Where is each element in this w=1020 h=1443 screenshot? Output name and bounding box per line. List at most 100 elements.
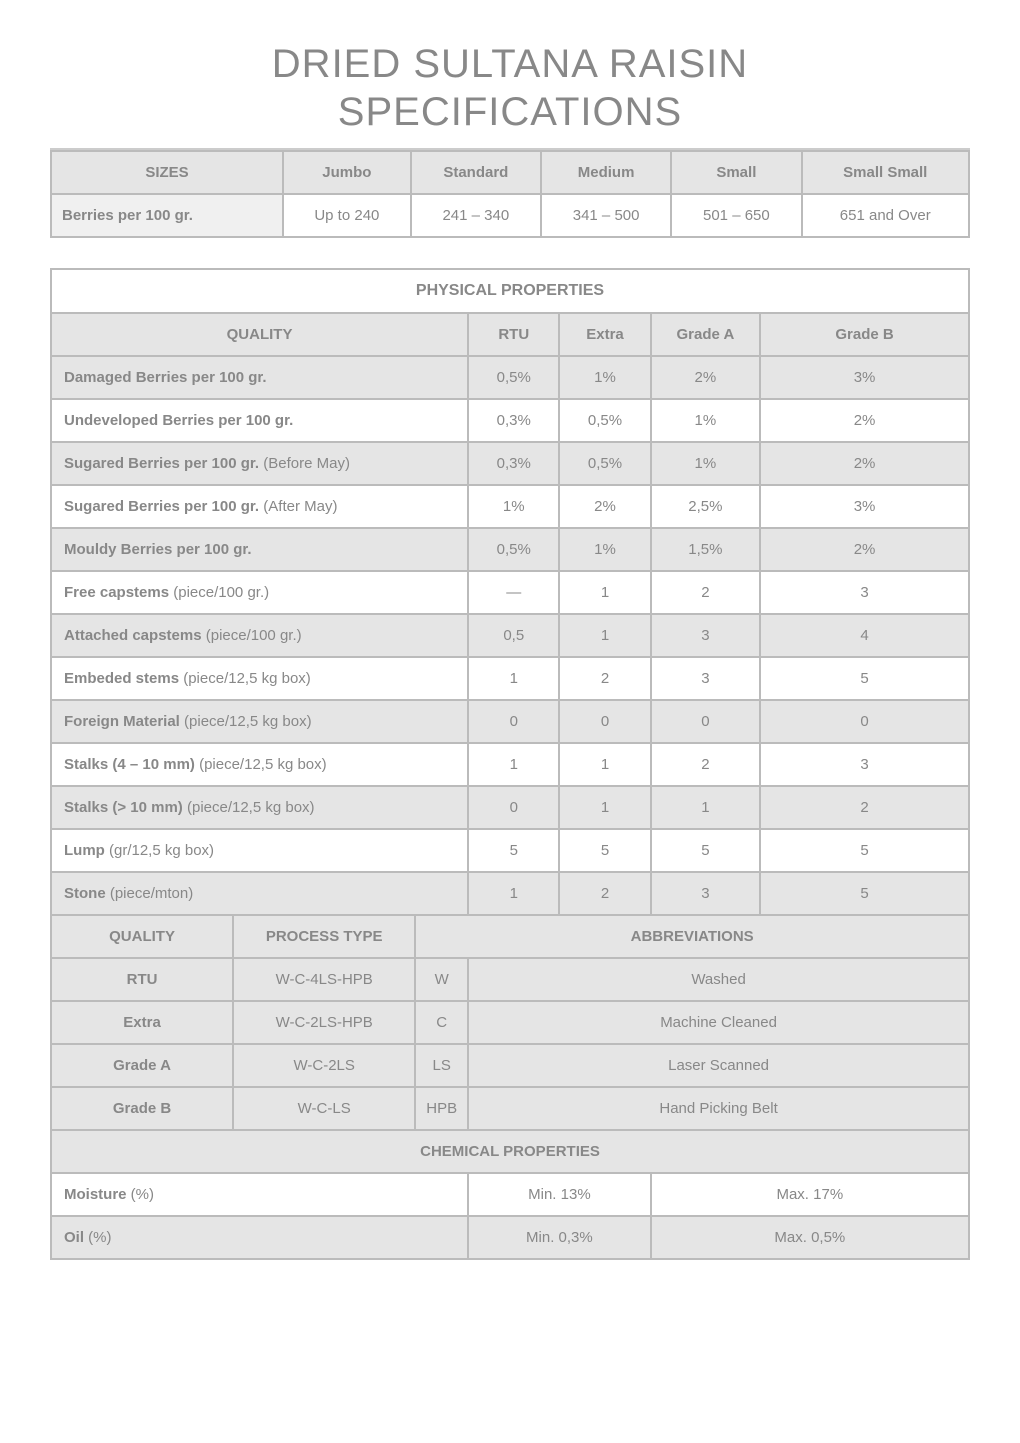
physical-cell: 2%	[760, 399, 969, 442]
chemical-header-row: CHEMICAL PROPERTIES	[51, 1130, 969, 1173]
physical-row-label: Stalks (4 – 10 mm) (piece/12,5 kg box)	[51, 743, 468, 786]
chemical-max: Max. 17%	[651, 1173, 969, 1216]
title-line1: DRIED SULTANA RAISIN	[272, 42, 748, 86]
physical-cell: 1	[559, 614, 650, 657]
physical-row-label: Sugared Berries per 100 gr. (Before May)	[51, 442, 468, 485]
physical-cell: 2	[760, 786, 969, 829]
abbrev-quality: Grade A	[51, 1044, 233, 1087]
physical-row-label: Attached capstems (piece/100 gr.)	[51, 614, 468, 657]
physical-cell: 1%	[651, 442, 760, 485]
grade-b: Grade B	[760, 313, 969, 356]
physical-row-label: Free capstems (piece/100 gr.)	[51, 571, 468, 614]
abbrev-row: ExtraW-C-2LS-HPBCMachine Cleaned	[51, 1001, 969, 1044]
quality-header: QUALITY	[51, 313, 468, 356]
chemical-row: Moisture (%)Min. 13%Max. 17%	[51, 1173, 969, 1216]
chemical-label: Oil (%)	[51, 1216, 468, 1259]
sizes-header: SIZES	[51, 151, 283, 194]
sizes-val-0: Up to 240	[283, 194, 411, 237]
physical-cell: 1	[559, 571, 650, 614]
physical-row-label: Sugared Berries per 100 gr. (After May)	[51, 485, 468, 528]
physical-row: Free capstems (piece/100 gr.)—123	[51, 571, 969, 614]
physical-cell: 0,5%	[559, 442, 650, 485]
physical-cell: 3	[651, 614, 760, 657]
grade-rtu: RTU	[468, 313, 559, 356]
physical-cell: 0	[468, 786, 559, 829]
physical-cell: 2%	[760, 528, 969, 571]
sizes-col-medium: Medium	[541, 151, 671, 194]
physical-row-label: Stalks (> 10 mm) (piece/12,5 kg box)	[51, 786, 468, 829]
abbrev-process: W-C-2LS-HPB	[233, 1001, 415, 1044]
physical-cell: 1%	[559, 356, 650, 399]
abbrev-meaning: Washed	[468, 958, 969, 1001]
grade-a: Grade A	[651, 313, 760, 356]
chemical-min: Min. 13%	[468, 1173, 651, 1216]
physical-row: Mouldy Berries per 100 gr.0,5%1%1,5%2%	[51, 528, 969, 571]
title-line2: SPECIFICATIONS	[338, 90, 682, 134]
physical-cell: 1	[651, 786, 760, 829]
physical-row: Sugared Berries per 100 gr. (After May)1…	[51, 485, 969, 528]
physical-columns-row: QUALITY RTU Extra Grade A Grade B	[51, 313, 969, 356]
sizes-col-smallsmall: Small Small	[802, 151, 970, 194]
physical-cell: 3	[651, 657, 760, 700]
physical-cell: 5	[760, 829, 969, 872]
physical-table: PHYSICAL PROPERTIES QUALITY RTU Extra Gr…	[50, 268, 970, 1260]
abbrev-row: Grade BW-C-LSHPBHand Picking Belt	[51, 1087, 969, 1130]
physical-cell: 1%	[559, 528, 650, 571]
sizes-val-3: 501 – 650	[671, 194, 801, 237]
grade-extra: Extra	[559, 313, 650, 356]
chemical-min: Min. 0,3%	[468, 1216, 651, 1259]
physical-row: Stalks (> 10 mm) (piece/12,5 kg box)0112	[51, 786, 969, 829]
physical-cell: 5	[468, 829, 559, 872]
physical-cell: 3	[760, 571, 969, 614]
physical-cell: 2%	[651, 356, 760, 399]
physical-cell: 1	[468, 872, 559, 915]
physical-row-label: Mouldy Berries per 100 gr.	[51, 528, 468, 571]
physical-row-label: Damaged Berries per 100 gr.	[51, 356, 468, 399]
physical-cell: 2,5%	[651, 485, 760, 528]
physical-cell: 0	[559, 700, 650, 743]
abbrev-code: W	[415, 958, 468, 1001]
chemical-header: CHEMICAL PROPERTIES	[51, 1130, 969, 1173]
chemical-label: Moisture (%)	[51, 1173, 468, 1216]
physical-header-row: PHYSICAL PROPERTIES	[51, 269, 969, 313]
physical-cell: 2%	[559, 485, 650, 528]
abbrev-process: W-C-4LS-HPB	[233, 958, 415, 1001]
physical-header: PHYSICAL PROPERTIES	[51, 269, 969, 313]
abbrev-quality-header: QUALITY	[51, 915, 233, 958]
physical-row: Stone (piece/mton)1235	[51, 872, 969, 915]
physical-cell: 1%	[468, 485, 559, 528]
chemical-max: Max. 0,5%	[651, 1216, 969, 1259]
physical-cell: 3	[651, 872, 760, 915]
sizes-val-4: 651 and Over	[802, 194, 970, 237]
abbrev-quality: RTU	[51, 958, 233, 1001]
physical-cell: 3	[760, 743, 969, 786]
physical-cell: 1	[559, 786, 650, 829]
physical-row: Embeded stems (piece/12,5 kg box)1235	[51, 657, 969, 700]
physical-cell: 5	[559, 829, 650, 872]
physical-row: Foreign Material (piece/12,5 kg box)0000	[51, 700, 969, 743]
main-title: DRIED SULTANA RAISIN SPECIFICATIONS	[50, 40, 970, 136]
physical-row-label: Stone (piece/mton)	[51, 872, 468, 915]
abbrev-quality: Grade B	[51, 1087, 233, 1130]
physical-cell: 0,3%	[468, 442, 559, 485]
abbrev-row: RTUW-C-4LS-HPBWWashed	[51, 958, 969, 1001]
abbrev-code: HPB	[415, 1087, 468, 1130]
physical-cell: 3%	[760, 356, 969, 399]
physical-cell: 1,5%	[651, 528, 760, 571]
physical-row: Sugared Berries per 100 gr. (Before May)…	[51, 442, 969, 485]
sizes-col-jumbo: Jumbo	[283, 151, 411, 194]
chemical-row: Oil (%)Min. 0,3%Max. 0,5%	[51, 1216, 969, 1259]
abbrev-meaning: Laser Scanned	[468, 1044, 969, 1087]
sizes-row-label: Berries per 100 gr.	[51, 194, 283, 237]
abbrev-code: C	[415, 1001, 468, 1044]
physical-cell: 1	[468, 657, 559, 700]
sizes-val-2: 341 – 500	[541, 194, 671, 237]
physical-cell: 0,5%	[468, 528, 559, 571]
abbrev-row: Grade AW-C-2LSLSLaser Scanned	[51, 1044, 969, 1087]
physical-cell: 4	[760, 614, 969, 657]
sizes-table: SIZES Jumbo Standard Medium Small Small …	[50, 150, 970, 238]
abbrev-quality: Extra	[51, 1001, 233, 1044]
sizes-value-row: Berries per 100 gr. Up to 240 241 – 340 …	[51, 194, 969, 237]
physical-row: Attached capstems (piece/100 gr.)0,5134	[51, 614, 969, 657]
physical-cell: 2	[559, 872, 650, 915]
